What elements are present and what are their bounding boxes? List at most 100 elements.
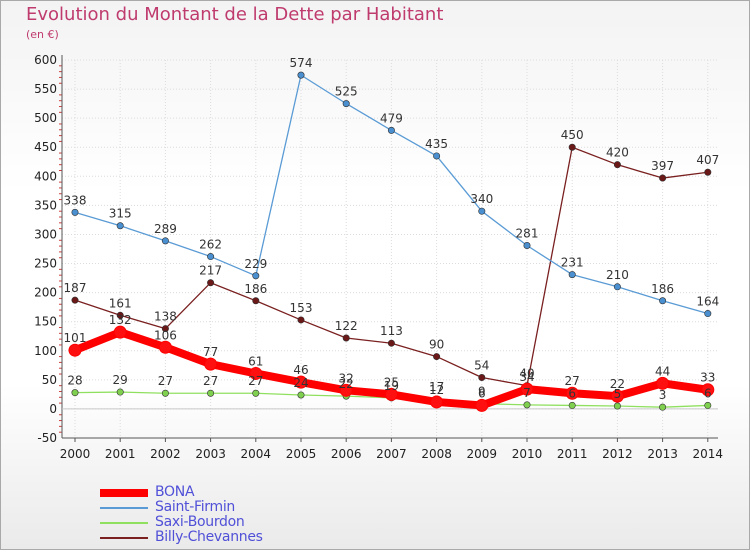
x-tick-label: 2003 <box>195 447 226 461</box>
data-point <box>701 383 715 397</box>
data-point <box>207 279 215 287</box>
data-label: 289 <box>154 222 177 236</box>
data-label: 122 <box>335 319 358 333</box>
data-label: 6 <box>704 386 712 400</box>
data-label: 217 <box>199 264 222 278</box>
legend-label: Saxi-Bourdon <box>155 514 245 530</box>
data-point <box>523 401 531 409</box>
data-point <box>297 316 305 324</box>
data-label: 397 <box>651 159 674 173</box>
data-label: 22 <box>610 377 625 391</box>
data-label: 22 <box>339 377 354 391</box>
y-tick-label: 400 <box>34 169 57 183</box>
legend-swatch <box>100 522 148 524</box>
data-label: 210 <box>606 268 629 282</box>
x-tick-label: 2004 <box>241 447 272 461</box>
data-label: 46 <box>293 363 308 377</box>
legend-label: Billy-Chevannes <box>155 529 263 545</box>
data-label: 6 <box>478 386 486 400</box>
data-label: 40 <box>519 367 534 381</box>
legend-swatch <box>100 489 148 497</box>
data-label: 12 <box>429 383 444 397</box>
data-point <box>342 100 350 108</box>
data-point <box>565 386 579 400</box>
data-label: 161 <box>109 296 132 310</box>
data-label: 5 <box>614 387 622 401</box>
data-point <box>207 389 215 397</box>
data-point <box>249 366 263 380</box>
y-tick-label: 100 <box>34 344 57 358</box>
data-point <box>161 325 169 333</box>
data-point <box>656 376 670 390</box>
data-point <box>613 283 621 291</box>
data-point <box>478 374 486 382</box>
data-point <box>659 297 667 305</box>
data-point <box>342 334 350 342</box>
data-label: 19 <box>384 379 399 393</box>
data-point <box>252 272 260 280</box>
data-point <box>252 389 260 397</box>
y-tick-label: 550 <box>34 82 57 96</box>
data-label: 54 <box>474 359 489 373</box>
x-tick-label: 2006 <box>331 447 362 461</box>
y-tick-label: 350 <box>34 198 57 212</box>
data-point <box>610 389 624 403</box>
legend-label: BONA <box>155 484 195 500</box>
data-label: 34 <box>519 370 534 384</box>
data-label: 90 <box>429 338 444 352</box>
data-point <box>207 253 215 261</box>
data-point <box>68 343 82 357</box>
data-point <box>116 222 124 230</box>
data-label: 44 <box>655 364 670 378</box>
data-label: 420 <box>606 146 629 160</box>
data-label: 153 <box>290 301 313 315</box>
data-point <box>387 126 395 134</box>
data-point <box>252 297 260 305</box>
data-point <box>523 242 531 250</box>
data-label: 25 <box>384 375 399 389</box>
data-label: 574 <box>290 56 313 70</box>
data-point <box>613 402 621 410</box>
data-point <box>158 340 172 354</box>
data-label: 7 <box>523 386 531 400</box>
data-point <box>433 353 441 361</box>
data-label: 9 <box>478 385 486 399</box>
data-point <box>116 388 124 396</box>
data-point <box>568 271 576 279</box>
data-point <box>339 383 353 397</box>
y-tick-label: 200 <box>34 286 57 300</box>
data-point <box>568 143 576 151</box>
data-label: 3 <box>659 388 667 402</box>
data-point <box>294 375 308 389</box>
data-label: 450 <box>561 128 584 142</box>
data-label: 24 <box>293 376 308 390</box>
data-point <box>161 237 169 245</box>
data-label: 281 <box>516 227 539 241</box>
y-tick-label: 150 <box>34 315 57 329</box>
chart-title: Evolution du Montant de la Dette par Hab… <box>26 4 444 25</box>
y-tick-label: 250 <box>34 257 57 271</box>
y-tick-label: 0 <box>49 402 57 416</box>
legend-swatch <box>100 507 148 509</box>
data-label: 6 <box>568 386 576 400</box>
data-label: 407 <box>696 153 719 167</box>
data-point <box>430 395 444 409</box>
data-point <box>387 339 395 347</box>
data-label: 77 <box>203 345 218 359</box>
x-tick-label: 2013 <box>647 447 678 461</box>
data-label: 186 <box>244 282 267 296</box>
data-label: 27 <box>203 374 218 388</box>
data-label: 229 <box>244 257 267 271</box>
legend-swatch <box>100 537 148 539</box>
data-label: 27 <box>565 374 580 388</box>
data-point <box>71 296 79 304</box>
x-tick-label: 2007 <box>376 447 407 461</box>
data-point <box>613 161 621 169</box>
data-point <box>297 391 305 399</box>
x-tick-label: 2014 <box>693 447 724 461</box>
data-point <box>113 325 127 339</box>
data-point <box>704 310 712 318</box>
data-point <box>116 311 124 319</box>
data-label: 186 <box>651 282 674 296</box>
data-label: 28 <box>67 374 82 388</box>
